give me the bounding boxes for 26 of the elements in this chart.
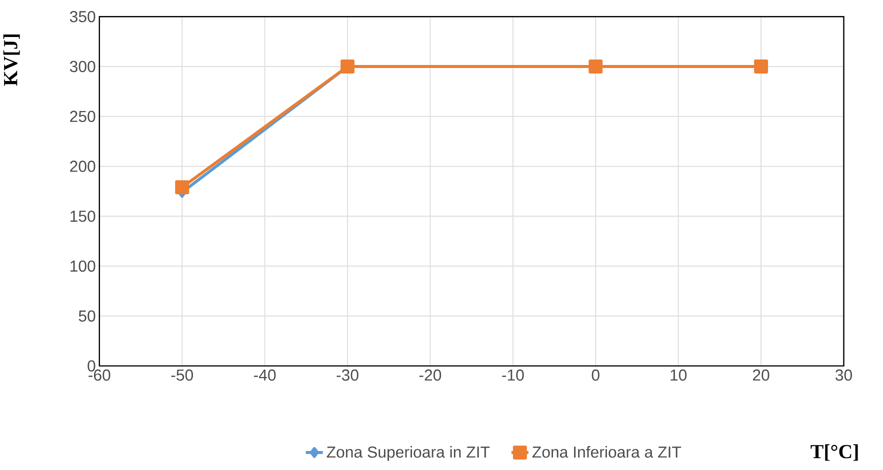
x-axis-title: T[°C]	[810, 444, 858, 461]
point	[340, 60, 354, 74]
y-tick-label: 300	[70, 61, 96, 72]
x-tick-label: 30	[836, 370, 852, 381]
y-tick-label: 150	[70, 210, 96, 222]
y-tick-label: 250	[70, 110, 96, 122]
y-tick-label: 200	[70, 160, 96, 172]
x-tick-label: -30	[336, 370, 358, 381]
x-tick-label: -40	[254, 370, 276, 381]
y-axis-title: KV[J]	[3, 34, 20, 86]
x-tick-label: -20	[419, 370, 442, 381]
x-tick-label: 10	[670, 370, 687, 381]
y-tick-label: 50	[78, 310, 96, 322]
x-tick-label: -50	[171, 370, 193, 381]
point	[754, 60, 768, 74]
x-tick-label: -10	[502, 370, 524, 381]
y-tick-label: 100	[70, 260, 96, 272]
legend-label: Zona Superioara in ZIT	[326, 446, 490, 462]
point	[588, 60, 603, 74]
x-tick-label: 0	[592, 370, 600, 381]
legend-label: Zona Inferioara a ZIT	[532, 446, 682, 458]
point	[175, 180, 190, 194]
y-tick-label: 350	[70, 11, 96, 22]
y-tick-label: 0	[88, 360, 96, 372]
x-tick-label: -60	[88, 370, 110, 381]
x-tick-label: 20	[752, 370, 770, 381]
